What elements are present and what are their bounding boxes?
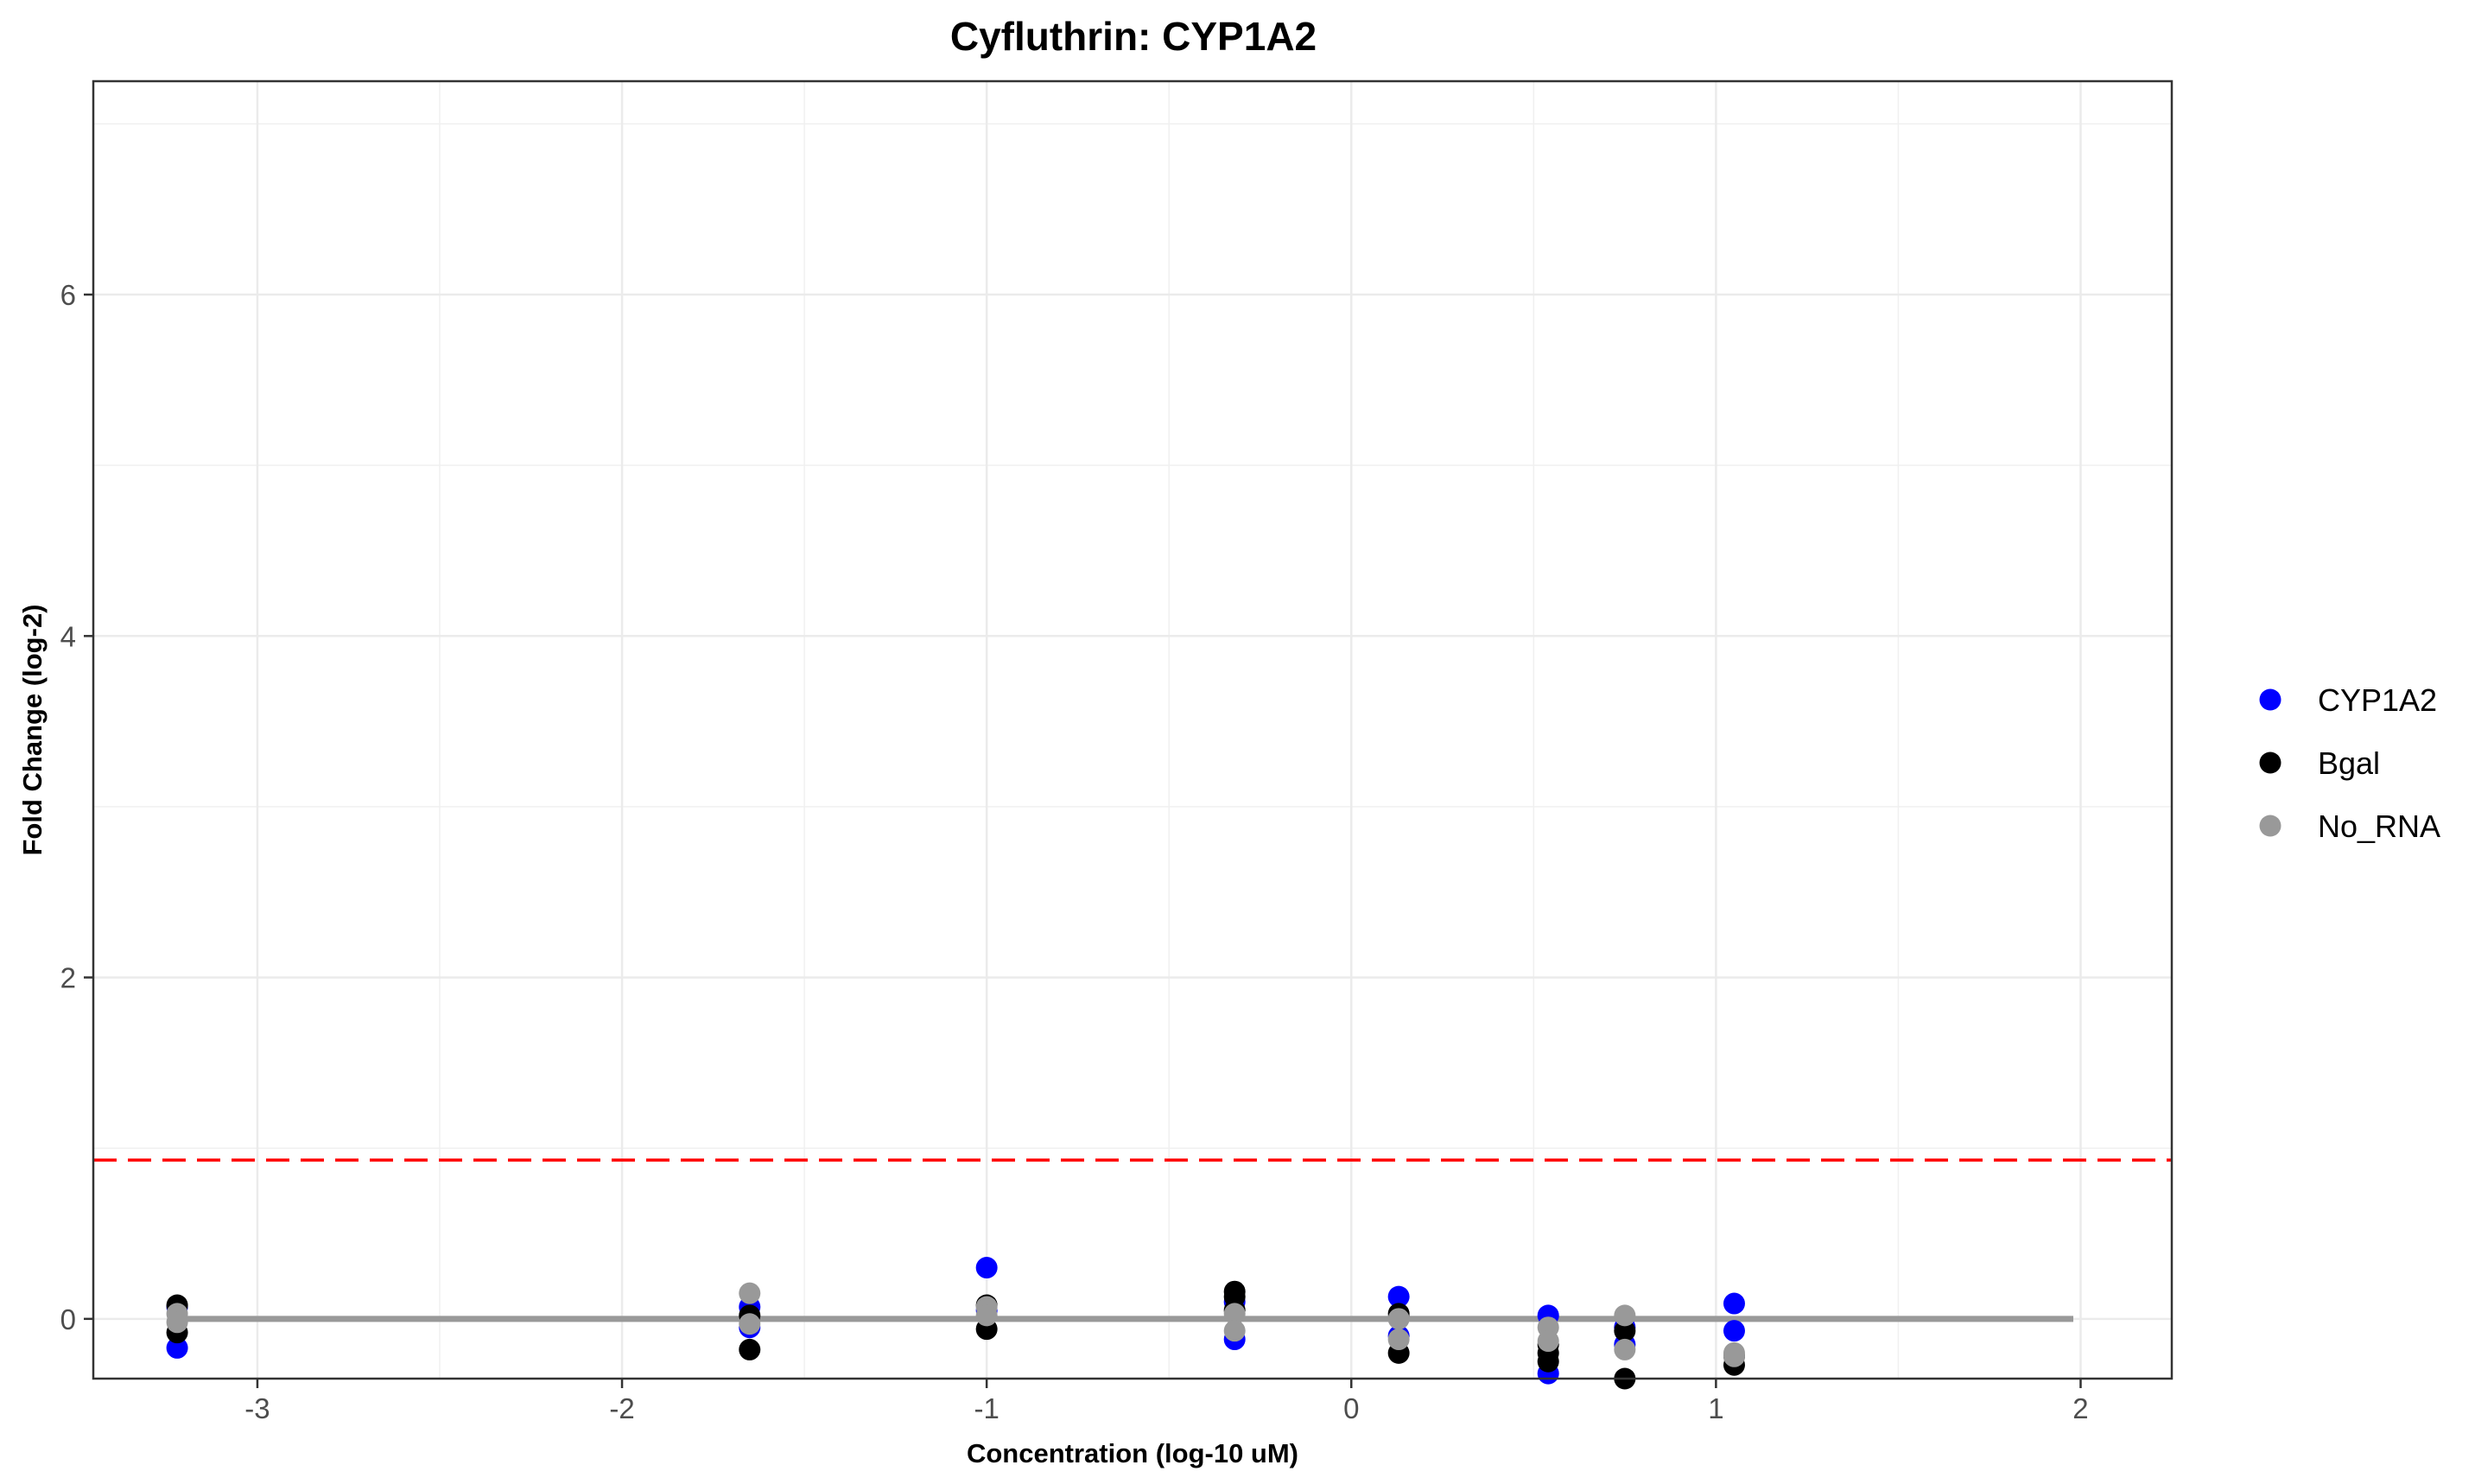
point-cyp1a2 [166, 1336, 188, 1359]
point-bgal [1537, 1350, 1559, 1373]
point-no-rna [739, 1313, 761, 1335]
legend-key-no-rna [2259, 815, 2281, 837]
point-no-rna [1387, 1308, 1410, 1330]
grid-minor [93, 81, 2172, 1379]
plot-border [92, 79, 2174, 1380]
point-no-rna [739, 1282, 761, 1304]
point-no-rna [1614, 1338, 1636, 1360]
point-no-rna [1723, 1341, 1745, 1364]
y-tick-label: 4 [60, 620, 76, 652]
x-tick-label: -3 [244, 1392, 270, 1424]
point-no-rna [975, 1304, 998, 1327]
point-cyp1a2 [1723, 1320, 1745, 1342]
point-no-rna [1223, 1320, 1246, 1342]
point-no-rna [1537, 1330, 1559, 1353]
x-tick-label: -2 [609, 1392, 634, 1424]
plot-background [93, 81, 2172, 1379]
point-cyp1a2 [1387, 1285, 1410, 1308]
data-points [166, 1257, 1745, 1390]
point-bgal [739, 1338, 761, 1360]
chart-title: Cyfluthrin: CYP1A2 [950, 14, 1317, 59]
x-tick-label: 2 [2072, 1392, 2088, 1424]
legend-label-no-rna: No_RNA [2318, 809, 2440, 844]
point-no-rna [1387, 1329, 1410, 1351]
point-bgal [1614, 1320, 1636, 1342]
grid-major [93, 81, 2172, 1379]
y-tick-label: 6 [60, 279, 76, 311]
point-no-rna [1614, 1304, 1636, 1327]
point-cyp1a2 [975, 1257, 998, 1279]
legend-label-bgal: Bgal [2318, 745, 2380, 781]
legend: CYP1A2 Bgal No_RNA [2259, 682, 2440, 844]
x-tick-label: 0 [1343, 1392, 1359, 1424]
x-tick-label: -1 [974, 1392, 999, 1424]
legend-key-bgal [2259, 752, 2281, 774]
y-axis-title: Fold Change (log-2) [17, 604, 48, 855]
y-axis: 0 2 4 6 [60, 279, 93, 1335]
legend-key-cyp1a2 [2259, 688, 2281, 711]
point-no-rna [166, 1311, 188, 1334]
legend-label-cyp1a2: CYP1A2 [2318, 682, 2437, 718]
y-tick-label: 0 [60, 1303, 76, 1335]
x-tick-label: 1 [1708, 1392, 1723, 1424]
point-cyp1a2 [1723, 1292, 1745, 1315]
x-axis-title: Concentration (log-10 uM) [967, 1438, 1298, 1468]
x-axis: -3 -2 -1 0 1 2 [244, 1379, 2089, 1424]
y-tick-label: 2 [60, 962, 76, 994]
point-no-rna [1223, 1303, 1246, 1325]
